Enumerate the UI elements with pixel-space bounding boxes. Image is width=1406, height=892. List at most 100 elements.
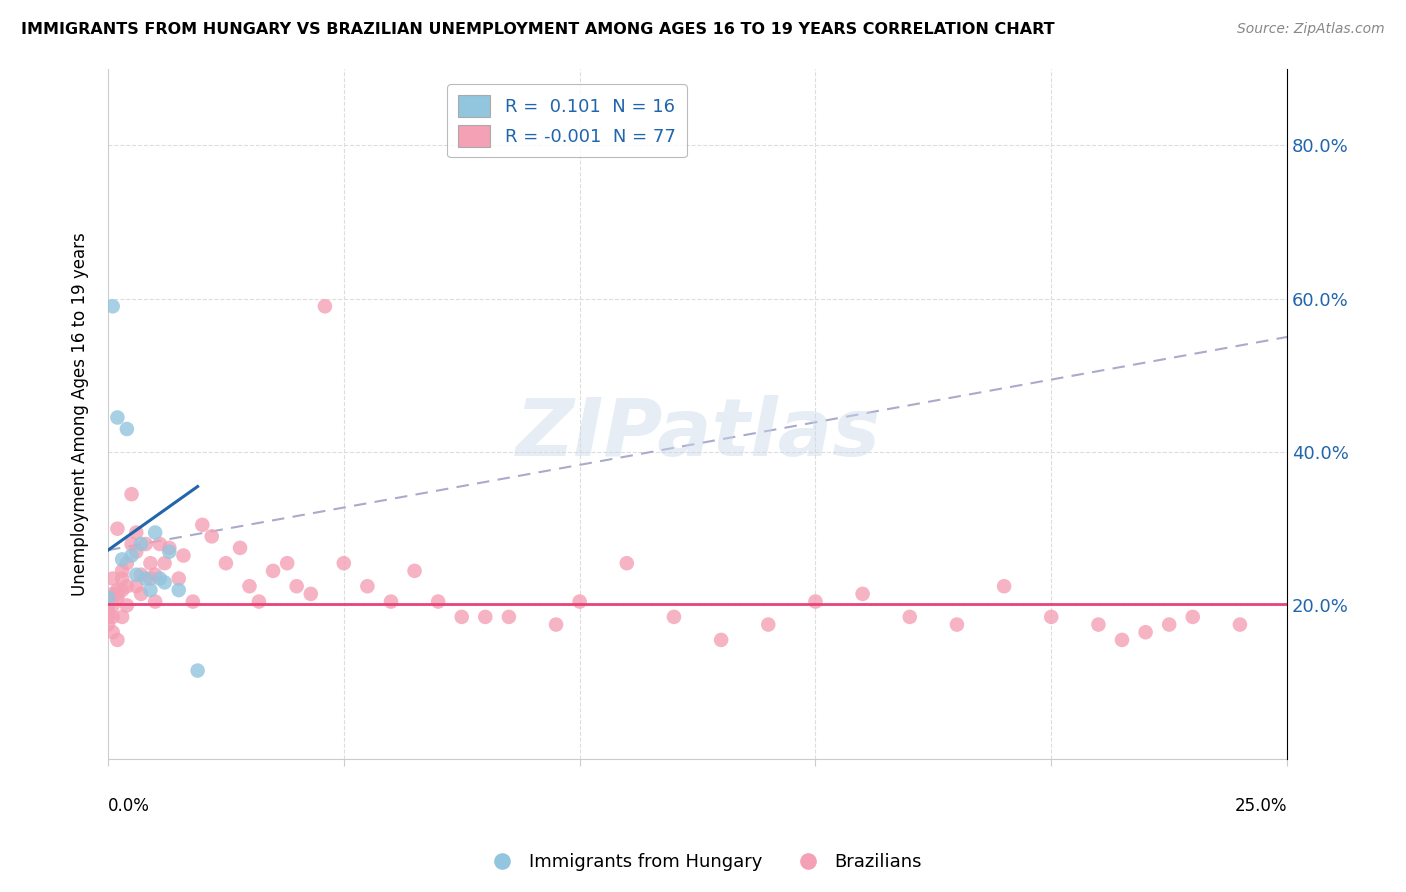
Point [111,610,134,624]
Y-axis label: Unemployment Among Ages 16 to 19 years: Unemployment Among Ages 16 to 19 years [72,232,89,596]
Point [115,579,138,593]
Point [107,591,129,605]
Point [191,517,214,532]
Point [1159,617,1181,632]
Point [1135,625,1157,640]
Text: 0.0%: 0.0% [108,797,150,814]
Point [143,567,166,582]
Point [115,556,138,570]
Point [107,587,129,601]
Text: Source: ZipAtlas.com: Source: ZipAtlas.com [1237,22,1385,37]
Point [201,529,224,543]
Point [143,594,166,608]
Point [238,579,260,593]
Point [125,525,148,540]
Point [135,537,157,551]
Point [498,610,520,624]
Point [111,572,134,586]
Point [115,422,138,436]
Point [852,587,875,601]
Point [285,579,308,593]
Point [474,610,496,624]
Text: ZIPatlas: ZIPatlas [515,395,880,474]
Point [149,572,172,586]
Point [299,587,322,601]
Point [97,610,120,624]
Point [333,556,356,570]
Point [276,556,298,570]
Point [107,632,129,647]
Point [1087,617,1109,632]
Point [121,537,143,551]
Point [101,572,124,586]
Point [129,537,152,551]
Point [107,522,129,536]
Point [97,599,120,613]
Point [167,582,190,597]
Point [139,556,162,570]
Point [1040,610,1063,624]
Point [247,594,270,608]
Text: IMMIGRANTS FROM HUNGARY VS BRAZILIAN UNEMPLOYMENT AMONG AGES 16 TO 19 YEARS CORR: IMMIGRANTS FROM HUNGARY VS BRAZILIAN UNE… [21,22,1054,37]
Point [181,594,204,608]
Point [101,599,124,613]
Point [101,587,124,601]
Point [1229,617,1251,632]
Point [139,582,162,597]
Point [153,575,176,590]
Point [1181,610,1204,624]
Point [111,582,134,597]
Point [97,591,120,605]
Point [229,541,252,555]
Point [121,487,143,501]
Point [149,537,172,551]
Point [1111,632,1133,647]
Point [111,552,134,566]
Point [427,594,450,608]
Point [121,549,143,563]
Point [898,610,921,624]
Point [125,545,148,559]
Point [993,579,1015,593]
Legend: R =  0.101  N = 16, R = -0.001  N = 77: R = 0.101 N = 16, R = -0.001 N = 77 [447,85,686,157]
Point [544,617,567,632]
Point [710,632,733,647]
Point [111,564,134,578]
Point [568,594,591,608]
Point [157,541,180,555]
Point [662,610,685,624]
Point [380,594,402,608]
Point [153,556,176,570]
Point [107,410,129,425]
Point [167,572,190,586]
Point [314,299,336,313]
Point [97,617,120,632]
Point [97,606,120,620]
Text: 25.0%: 25.0% [1234,797,1286,814]
Point [946,617,969,632]
Point [262,564,284,578]
Point [215,556,238,570]
Point [404,564,426,578]
Point [129,587,152,601]
Point [172,549,194,563]
Legend: Immigrants from Hungary, Brazilians: Immigrants from Hungary, Brazilians [477,847,929,879]
Point [157,545,180,559]
Point [135,572,157,586]
Point [356,579,378,593]
Point [125,579,148,593]
Point [187,664,209,678]
Point [139,572,162,586]
Point [101,299,124,313]
Point [129,567,152,582]
Point [125,567,148,582]
Point [804,594,827,608]
Point [616,556,638,570]
Point [97,591,120,605]
Point [143,525,166,540]
Point [450,610,472,624]
Point [756,617,779,632]
Point [101,625,124,640]
Point [115,599,138,613]
Point [107,582,129,597]
